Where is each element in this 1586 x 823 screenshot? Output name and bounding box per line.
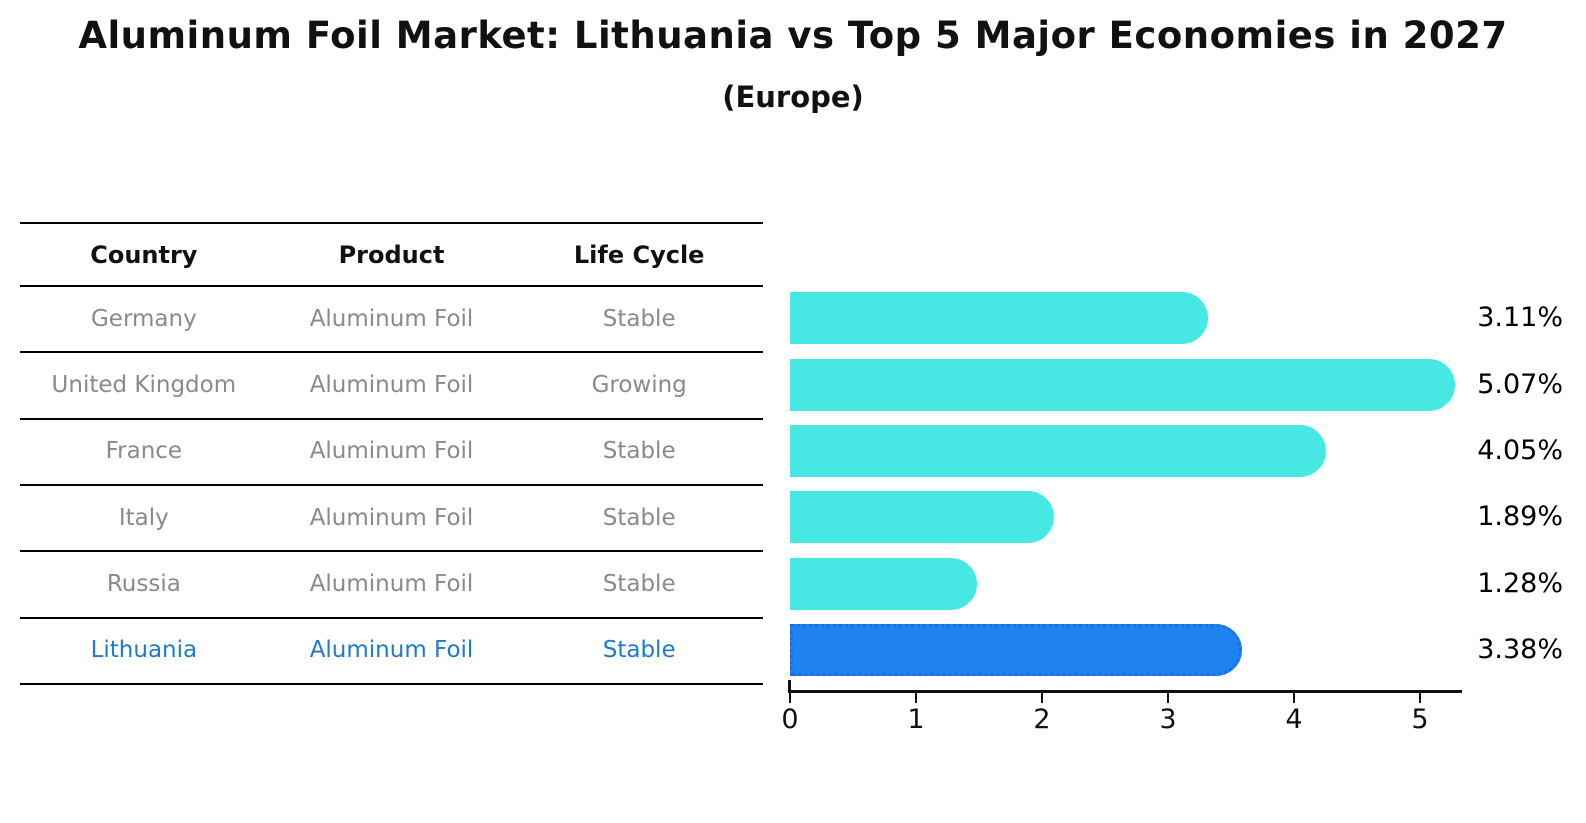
- value-label: 3.11%: [1477, 302, 1563, 334]
- x-axis-tick: [1167, 693, 1169, 703]
- column-header-country: Country: [90, 240, 198, 269]
- value-label: 4.05%: [1477, 434, 1563, 466]
- bar-united-kingdom: [790, 358, 1455, 411]
- table-row-italy: Italy Aluminum Foil Stable: [20, 484, 763, 550]
- value-label: 1.28%: [1477, 567, 1563, 599]
- table-cell-product: Aluminum Foil: [309, 305, 474, 332]
- x-axis-tick-label: 0: [781, 704, 799, 735]
- x-axis-tick-label: 1: [907, 704, 925, 735]
- table-cell-life-cycle: Stable: [602, 504, 676, 531]
- table-cell-country: Italy: [118, 504, 169, 531]
- table-cell-country: France: [105, 438, 183, 465]
- table-cell-country: Germany: [90, 305, 197, 332]
- x-axis-tick-label: 3: [1159, 704, 1177, 735]
- table-row-russia: Russia Aluminum Foil Stable: [20, 550, 763, 616]
- table-cell-life-cycle: Stable: [602, 571, 676, 598]
- table-cell-product: Aluminum Foil: [309, 571, 474, 598]
- bar-russia: [790, 557, 978, 610]
- table-cell-country: Russia: [106, 571, 181, 598]
- table-cell-life-cycle: Growing: [591, 372, 687, 399]
- table-row-france: France Aluminum Foil Stable: [20, 417, 763, 484]
- bar-france: [790, 424, 1327, 477]
- table-row-germany: Germany Aluminum Foil Stable: [20, 285, 763, 351]
- table-cell-country: Lithuania: [90, 637, 198, 664]
- bar-italy: [790, 491, 1055, 544]
- value-label: 5.07%: [1477, 368, 1563, 400]
- table-cell-country: United Kingdom: [51, 372, 237, 399]
- x-axis-tick: [789, 693, 791, 703]
- x-axis-tick-label: 5: [1411, 704, 1429, 735]
- table-cell-product: Aluminum Foil: [309, 504, 474, 531]
- page-title: Aluminum Foil Market: Lithuania vs Top 5…: [78, 14, 1508, 57]
- value-label: 1.89%: [1477, 501, 1563, 533]
- table-cell-life-cycle: Stable: [602, 305, 676, 332]
- table-header-row: Country Product Life Cycle: [20, 222, 763, 285]
- x-axis-line: [788, 690, 1462, 693]
- table-row-united-kingdom: United Kingdom Aluminum Foil Growing: [20, 351, 763, 417]
- bar-germany: [790, 292, 1208, 345]
- table-cell-product: Aluminum Foil: [309, 637, 474, 664]
- country-table: Country Product Life Cycle Germany Aluminum …: [20, 222, 763, 686]
- table-cell-product: Aluminum Foil: [309, 438, 474, 465]
- x-axis-tick: [1041, 693, 1043, 703]
- x-axis-tick: [915, 693, 917, 703]
- x-axis-tick-label: 2: [1033, 704, 1051, 735]
- column-header-life-cycle: Life Cycle: [573, 240, 705, 269]
- y-axis-spine: [788, 680, 791, 690]
- column-header-product: Product: [338, 240, 445, 269]
- table-cell-life-cycle: Stable: [602, 438, 676, 465]
- value-label: 3.38%: [1477, 633, 1563, 665]
- x-axis-tick: [1293, 693, 1295, 703]
- table-cell-product: Aluminum Foil: [309, 372, 474, 399]
- x-axis-tick: [1419, 693, 1421, 703]
- table-row-lithuania: Lithuania Aluminum Foil Stable: [20, 616, 763, 686]
- table-cell-life-cycle: Stable: [602, 637, 676, 664]
- x-axis-tick-label: 4: [1285, 704, 1303, 735]
- bar-highlight-lithuania: [790, 623, 1242, 676]
- page-subtitle: (Europe): [722, 80, 864, 114]
